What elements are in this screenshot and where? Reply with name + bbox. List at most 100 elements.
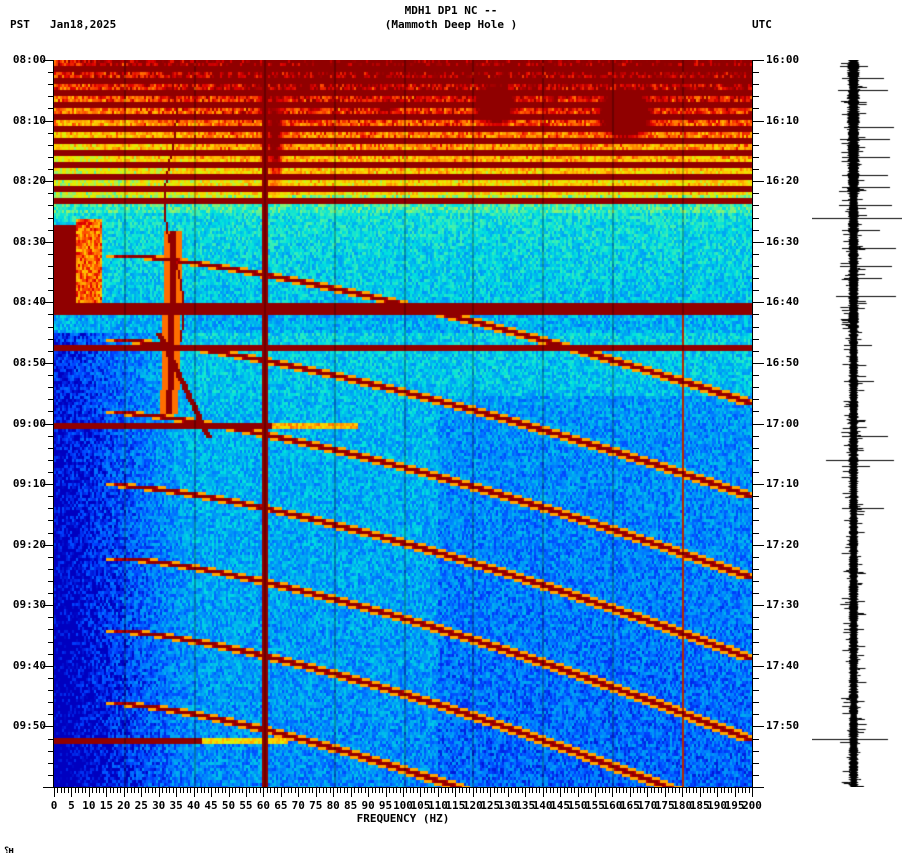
- tick-mark: [43, 605, 54, 607]
- tick-mark: [615, 788, 617, 793]
- tick-mark: [710, 788, 712, 793]
- frequency-label: 75: [309, 799, 323, 812]
- tick-mark: [43, 120, 54, 122]
- tick-mark: [753, 338, 759, 340]
- tick-mark: [486, 788, 488, 793]
- tick-mark: [490, 788, 492, 797]
- time-label-utc: 17:10: [766, 477, 800, 491]
- tick-mark: [753, 496, 759, 498]
- station-title: MDH1 DP1 NC --: [404, 4, 498, 17]
- tick-mark: [48, 690, 54, 692]
- tick-mark: [577, 788, 579, 797]
- tick-mark: [48, 702, 54, 704]
- tick-mark: [753, 169, 759, 171]
- frequency-label: 125: [480, 799, 501, 812]
- tick-mark: [151, 788, 153, 793]
- time-label-pst: 08:20: [12, 174, 46, 188]
- seismogram-trace[interactable]: [812, 60, 902, 787]
- tick-mark: [231, 788, 233, 793]
- tick-mark: [92, 788, 94, 793]
- tick-mark: [291, 788, 293, 793]
- tick-mark: [48, 205, 54, 207]
- frequency-label: 140: [532, 799, 553, 812]
- tick-mark: [48, 278, 54, 280]
- frequency-label: 115: [445, 799, 466, 812]
- tick-mark: [580, 788, 582, 793]
- tick-mark: [176, 788, 178, 797]
- tick-mark: [753, 677, 759, 679]
- tick-mark: [273, 788, 275, 793]
- tick-mark: [753, 205, 759, 207]
- tick-mark: [542, 788, 544, 797]
- tick-mark: [48, 774, 54, 776]
- tick-mark: [598, 788, 600, 793]
- tick-mark: [584, 788, 586, 793]
- tick-mark: [204, 788, 206, 793]
- tick-mark: [403, 788, 404, 797]
- tick-mark: [731, 788, 733, 793]
- tick-mark: [43, 181, 54, 183]
- frequency-label: 105: [410, 799, 431, 812]
- tick-mark: [235, 788, 237, 793]
- tick-mark: [71, 788, 73, 797]
- tick-mark: [444, 788, 446, 793]
- tick-mark: [301, 788, 303, 793]
- tick-mark: [183, 788, 185, 793]
- tick-mark: [116, 788, 118, 793]
- tick-mark: [574, 788, 575, 793]
- tick-mark: [218, 788, 220, 793]
- record-date: Jan18,2025: [50, 18, 117, 31]
- frequency-label: 80: [326, 799, 340, 812]
- tick-mark: [539, 788, 541, 793]
- time-label-pst: 08:40: [12, 295, 46, 309]
- tick-mark: [141, 788, 143, 797]
- tick-mark: [48, 326, 54, 328]
- tick-mark: [48, 84, 54, 86]
- tick-mark: [753, 326, 759, 328]
- tick-mark: [703, 788, 705, 793]
- tick-mark: [99, 788, 101, 793]
- tick-mark: [48, 132, 54, 134]
- tick-mark: [48, 72, 54, 74]
- tick-mark: [472, 788, 474, 797]
- tick-mark: [287, 788, 289, 793]
- tick-mark: [675, 788, 677, 793]
- time-label-utc: 16:20: [766, 174, 800, 188]
- tick-mark: [252, 788, 254, 793]
- tick-mark: [284, 788, 286, 793]
- tick-mark: [654, 788, 656, 793]
- tick-mark: [532, 788, 534, 793]
- frequency-label: 30: [152, 799, 166, 812]
- tick-mark: [172, 788, 174, 793]
- frequency-label: 65: [274, 799, 288, 812]
- tick-mark: [612, 788, 614, 797]
- tick-mark: [308, 788, 310, 793]
- tick-mark: [594, 788, 596, 797]
- spectrogram-image[interactable]: [54, 60, 752, 787]
- tick-mark: [553, 788, 555, 793]
- frequency-label: 155: [585, 799, 605, 812]
- tick-mark: [48, 653, 54, 655]
- tick-mark: [753, 556, 759, 558]
- tick-mark: [753, 156, 759, 158]
- tick-mark: [734, 788, 736, 797]
- tick-mark: [48, 532, 54, 534]
- tick-mark: [368, 788, 370, 797]
- tick-mark: [753, 459, 759, 461]
- tick-mark: [753, 629, 759, 631]
- tick-mark: [437, 788, 439, 797]
- time-label-pst: 09:20: [12, 537, 46, 551]
- tick-mark: [48, 387, 54, 389]
- tick-mark: [647, 788, 649, 797]
- tick-mark: [127, 788, 129, 793]
- tick-mark: [48, 265, 54, 267]
- tick-mark: [608, 788, 610, 793]
- frequency-axis-title: FREQUENCY (HZ): [356, 812, 450, 825]
- frequency-label: 0: [50, 799, 58, 812]
- tick-mark: [661, 788, 663, 793]
- tick-mark: [605, 788, 607, 793]
- tick-mark: [43, 726, 54, 728]
- time-label-pst: 08:30: [12, 234, 46, 248]
- tick-mark: [48, 229, 54, 231]
- tick-mark: [48, 338, 54, 340]
